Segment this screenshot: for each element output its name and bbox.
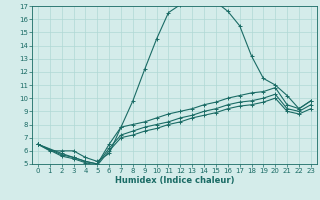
X-axis label: Humidex (Indice chaleur): Humidex (Indice chaleur) [115,176,234,185]
